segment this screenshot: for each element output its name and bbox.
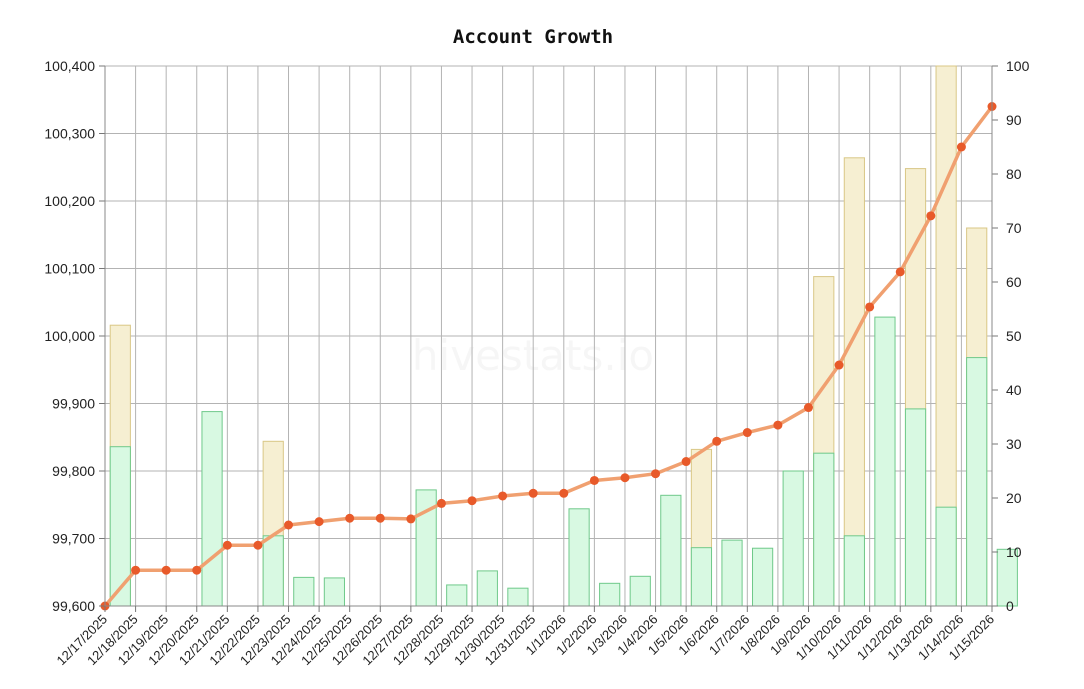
y-left-tick-label: 100,000 (44, 328, 95, 344)
y-left-tick-label: 100,200 (44, 193, 95, 209)
growth-point (253, 540, 263, 550)
growth-point (528, 488, 538, 498)
growth-point (345, 513, 355, 523)
bar-green (476, 570, 498, 607)
growth-point (436, 498, 446, 508)
growth-point (222, 540, 232, 550)
y-left-tick-label: 100,400 (44, 58, 95, 74)
y-right-tick-label: 90 (1006, 112, 1022, 128)
y-right-tick-label: 0 (1006, 598, 1014, 614)
y-left-tick-label: 99,700 (52, 531, 95, 547)
y-left-tick-label: 99,800 (52, 463, 95, 479)
growth-point (498, 491, 508, 501)
y-right-tick-label: 20 (1006, 490, 1022, 506)
y-right-tick-label: 30 (1006, 436, 1022, 452)
growth-point (956, 142, 966, 152)
growth-point (651, 469, 661, 479)
y-right-tick-label: 70 (1006, 220, 1022, 236)
bar-green (935, 506, 957, 607)
growth-point (314, 517, 324, 527)
bar-green (507, 587, 529, 607)
bars (109, 65, 1018, 607)
growth-point (192, 565, 202, 575)
bar-green (843, 535, 865, 607)
growth-point (865, 302, 875, 312)
bar-green (629, 575, 651, 607)
growth-point (161, 565, 171, 575)
y-right-tick-label: 60 (1006, 274, 1022, 290)
growth-line (103, 105, 994, 608)
bar-green (660, 494, 682, 607)
growth-point (926, 211, 936, 221)
bar-green (446, 584, 468, 607)
y-left-tick-label: 100,300 (44, 126, 95, 142)
bar-green (599, 582, 621, 607)
bar-green (262, 535, 284, 607)
growth-point (834, 360, 844, 370)
bar-green (904, 408, 927, 607)
growth-point (559, 488, 569, 498)
y-right-tick-label: 40 (1006, 382, 1022, 398)
cumulative-line (100, 102, 997, 611)
bar-green (966, 357, 988, 607)
bar-green (323, 577, 345, 607)
growth-point (742, 428, 752, 438)
growth-point (803, 403, 813, 413)
bar-green (721, 539, 743, 607)
chart-title: Account Growth (453, 26, 613, 48)
bar-green (874, 316, 896, 607)
bar-green (752, 547, 774, 607)
bar-green (568, 508, 590, 607)
growth-point (712, 436, 722, 446)
growth-point (131, 565, 141, 575)
bar-green (201, 411, 223, 607)
growth-point (681, 457, 691, 467)
growth-point (375, 513, 385, 523)
growth-point (620, 473, 630, 483)
growth-point (406, 514, 416, 524)
bar-green (690, 547, 713, 607)
bar-green (813, 452, 835, 607)
bar-green (782, 470, 804, 607)
growth-point (773, 420, 783, 430)
y-right-tick-label: 80 (1006, 166, 1022, 182)
y-left-tick-label: 99,600 (52, 598, 95, 614)
bar-green (996, 548, 1018, 607)
growth-point (284, 520, 294, 530)
bar-green (293, 576, 315, 607)
y-left-tick-label: 100,100 (44, 261, 95, 277)
y-right-tick-label: 10 (1006, 544, 1022, 560)
y-right-tick-label: 50 (1006, 328, 1022, 344)
growth-point (589, 475, 599, 485)
growth-point (467, 496, 477, 506)
y-left-tick-label: 99,900 (52, 396, 95, 412)
growth-point (895, 267, 905, 277)
y-right-tick-label: 100 (1006, 58, 1030, 74)
